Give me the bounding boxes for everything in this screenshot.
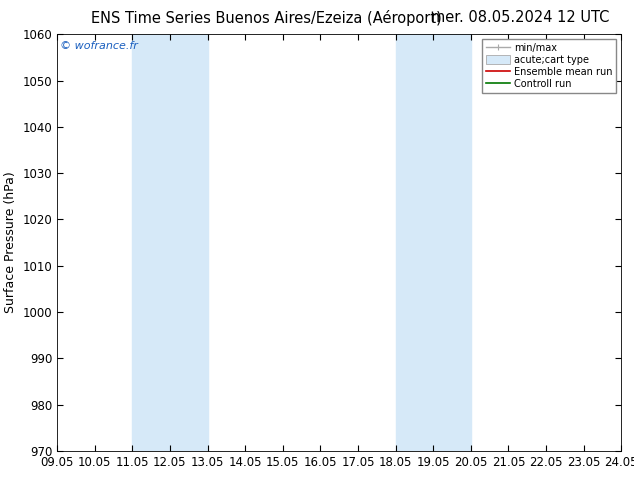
Bar xyxy=(133,34,207,451)
Text: © wofrance.fr: © wofrance.fr xyxy=(60,41,138,50)
Text: mer. 08.05.2024 12 UTC: mer. 08.05.2024 12 UTC xyxy=(430,10,609,25)
Legend: min/max, acute;cart type, Ensemble mean run, Controll run: min/max, acute;cart type, Ensemble mean … xyxy=(482,39,616,93)
Y-axis label: Surface Pressure (hPa): Surface Pressure (hPa) xyxy=(4,172,17,314)
Bar xyxy=(396,34,471,451)
Text: ENS Time Series Buenos Aires/Ezeiza (Aéroport): ENS Time Series Buenos Aires/Ezeiza (Aér… xyxy=(91,10,442,26)
